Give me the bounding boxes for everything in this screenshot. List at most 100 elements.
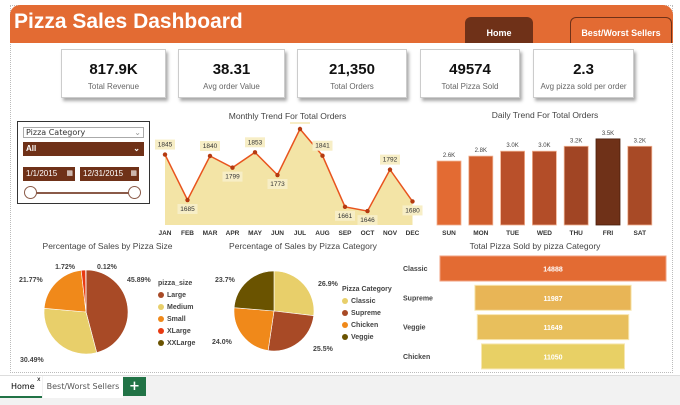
kpi-value: 21,350	[329, 61, 375, 78]
legend-item[interactable]: Supreme	[342, 307, 392, 319]
kpi-label: Total Orders	[330, 82, 374, 91]
pie-slice	[267, 310, 315, 352]
pie-slice	[233, 307, 275, 351]
bar-label: 3.5K	[602, 131, 614, 137]
chevron-down-icon: ⌄	[134, 128, 141, 137]
slider-start-handle[interactable]	[24, 186, 37, 199]
x-tick-label: APR	[226, 230, 240, 237]
data-label-bg	[290, 122, 310, 125]
legend-title: Pizza Category	[342, 285, 392, 293]
data-label: 1685	[180, 206, 195, 213]
x-tick-label: MON	[473, 230, 488, 237]
kpi-total-orders: 21,350 Total Orders	[297, 49, 407, 98]
kpi-label: Total Revenue	[87, 82, 140, 91]
pizza-category-dropdown[interactable]: Pizza Category ⌄	[23, 127, 144, 138]
legend-item[interactable]: Chicken	[342, 319, 392, 331]
bar-label: 2.6K	[443, 153, 455, 159]
slider-end-handle[interactable]	[128, 186, 141, 199]
legend-item[interactable]: Classic	[342, 295, 392, 307]
pie-slice	[273, 270, 315, 317]
x-tick-label: JAN	[158, 230, 171, 237]
bar	[595, 138, 621, 226]
slice-label: 26.9%	[318, 281, 339, 288]
funnel-category-label: Classic	[403, 266, 428, 273]
data-label-bg	[267, 179, 288, 190]
daily-bar-chart: 2.6K SUN 2.8K MON 3.0K TUE 3.0K WED 3.2K THU 3.5K F…	[436, 131, 653, 237]
date-slider-track[interactable]	[30, 192, 134, 194]
kpi-value: 38.31	[212, 61, 251, 78]
filter-panel: Pizza Category ⌄ All ⌄ 1/1/2015 ▦ 12/31/201…	[17, 121, 150, 204]
x-tick-label: SEP	[338, 230, 352, 237]
legend-label: Large	[167, 291, 187, 299]
legend-dot	[158, 328, 164, 334]
legend-label: Veggie	[351, 333, 374, 341]
x-tick-label: FEB	[181, 230, 194, 237]
legend-dot	[158, 304, 164, 310]
bar	[436, 160, 462, 226]
close-icon[interactable]: x	[37, 376, 41, 383]
bar	[500, 150, 525, 226]
kpi-label: Total Pizza Sold	[441, 82, 499, 91]
x-tick-label: DEC	[406, 230, 420, 237]
x-tick-label: NOV	[383, 230, 398, 237]
legend-title: pizza_size	[158, 279, 193, 287]
data-label-bg	[200, 140, 220, 151]
slice-label: 1.72%	[55, 264, 76, 271]
end-date-input[interactable]: 12/31/2015 ▦	[80, 167, 139, 181]
data-label: 1792	[383, 157, 398, 164]
legend-item[interactable]: Medium	[158, 301, 195, 313]
legend-dot	[342, 310, 348, 316]
legend-item[interactable]: XLarge	[158, 325, 195, 337]
data-label-bg	[222, 171, 243, 182]
kpi-total-pizza-sold: 49574 Total Pizza Sold	[420, 49, 520, 98]
nav-best-worst-button[interactable]: Best/Worst Sellers	[570, 17, 672, 43]
funnel-value: 11050	[543, 354, 562, 361]
monthly-line-chart: 1845 JAN 1685 FEB 1840 MAR 1799 APR 1853 MAY 1773 J…	[155, 122, 423, 237]
add-page-button[interactable]: +	[123, 377, 146, 396]
legend-dot	[342, 298, 348, 304]
bar-label: 3.2K	[570, 138, 582, 144]
data-point	[387, 167, 393, 172]
end-date: 12/31/2015	[83, 169, 124, 178]
legend-item[interactable]: Small	[158, 313, 195, 325]
monthly-chart-title: Monthly Trend For Total Orders	[228, 111, 347, 121]
slice-label: 25.5%	[313, 346, 334, 353]
legend-item[interactable]: Large	[158, 289, 195, 301]
x-tick-label: AUG	[315, 230, 329, 237]
calendar-icon[interactable]: ▦	[66, 170, 73, 177]
legend-label: XLarge	[167, 327, 191, 335]
pie-slice	[85, 269, 129, 353]
slice-label: 45.89%	[127, 277, 152, 284]
x-tick-label: WED	[537, 230, 552, 237]
bar	[532, 150, 557, 226]
size-pie-chart: 45.89% 30.49% 21.77% 1.72% 0.12%	[19, 264, 152, 364]
x-tick-label: JUN	[271, 230, 284, 237]
legend-label: XXLarge	[167, 339, 196, 347]
data-label-bg	[380, 154, 400, 165]
data-point	[185, 197, 190, 203]
daily-chart-title: Daily Trend For Total Orders	[491, 110, 599, 120]
x-tick-label: JUL	[294, 230, 306, 237]
x-tick-label: MAR	[203, 230, 218, 237]
bar	[627, 145, 653, 226]
trend-line	[164, 127, 414, 212]
legend-item[interactable]: Veggie	[342, 331, 392, 343]
page-tab-home[interactable]: Home x	[0, 376, 42, 398]
data-label: 1661	[338, 213, 353, 220]
x-tick-label: SUN	[442, 230, 456, 237]
page-tab-best-worst[interactable]: Best/Worst Sellers	[43, 376, 123, 398]
funnel-category-label: Veggie	[403, 325, 426, 332]
kpi-label: Avg order Value	[203, 82, 260, 91]
page-tab-bar: Home x Best/Worst Sellers +	[0, 375, 680, 405]
category-select[interactable]: All ⌄	[23, 142, 144, 156]
category-legend: Pizza Category Classic Supreme Chicken Veggi…	[342, 283, 392, 343]
bar	[563, 145, 589, 226]
legend-dot	[342, 322, 348, 328]
data-label-bg	[177, 204, 198, 215]
area-fill	[165, 129, 413, 225]
calendar-icon[interactable]: ▦	[130, 170, 137, 177]
legend-item[interactable]: XXLarge	[158, 337, 195, 349]
nav-home-button[interactable]: Home	[465, 17, 533, 43]
start-date-input[interactable]: 1/1/2015 ▦	[23, 167, 75, 181]
bar	[468, 155, 494, 226]
